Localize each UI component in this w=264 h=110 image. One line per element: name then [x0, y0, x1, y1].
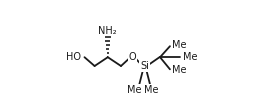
Text: NH₂: NH₂: [98, 26, 117, 36]
Text: O: O: [129, 52, 136, 62]
Text: Me: Me: [127, 85, 142, 95]
Text: Me: Me: [172, 65, 187, 75]
Text: Me: Me: [172, 40, 187, 50]
Text: Me: Me: [183, 52, 197, 62]
Text: HO: HO: [67, 52, 81, 62]
Text: Si: Si: [140, 61, 149, 71]
Text: Me: Me: [144, 85, 159, 95]
